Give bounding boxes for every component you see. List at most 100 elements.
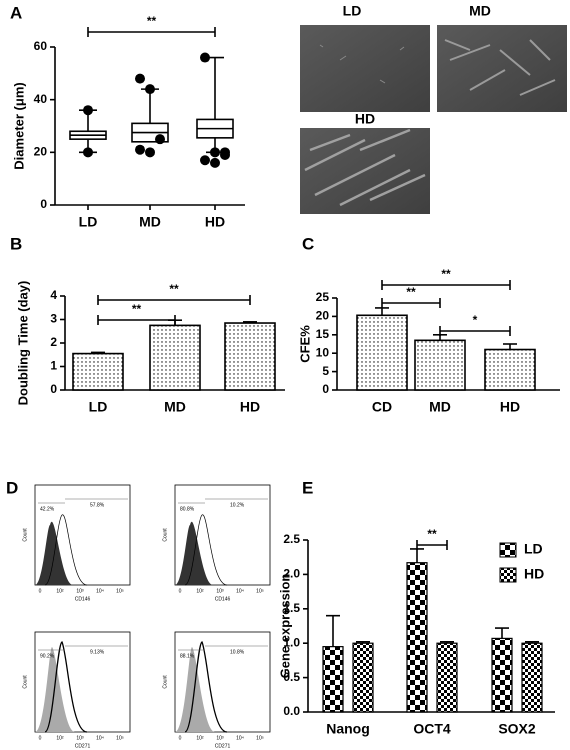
outlier — [220, 147, 230, 158]
bar — [356, 314, 408, 391]
flow-histogram-outline — [44, 641, 88, 733]
y-tick-label: 15 — [316, 327, 330, 341]
y-tick-label: 5 — [322, 364, 329, 378]
cell — [444, 39, 556, 96]
plots: A 0 20 40 60 Diameter (μm) LD MD HD ** B 0 1 2 3 4 Doubl… — [6, 3, 560, 749]
y-tick-label: 0 — [50, 382, 57, 396]
y-tick-label: 1 — [50, 359, 57, 373]
flow-tick-label: 10² — [196, 735, 204, 741]
legend-swatch — [499, 542, 517, 558]
y-tick-label: 2.5 — [283, 532, 300, 546]
outlier — [210, 157, 220, 168]
x-tick-label: HD — [205, 214, 225, 230]
x-tick-label: MD — [164, 399, 186, 415]
flow-tick-label: 10² — [196, 588, 204, 594]
outlier — [145, 84, 155, 95]
flow-histogram — [175, 521, 213, 585]
y-axis-label: Gene expression — [277, 574, 292, 679]
flow-tick-label: 10⁵ — [116, 735, 124, 741]
outlier — [200, 155, 210, 166]
flow-tick-label: 0 — [179, 735, 182, 741]
y-tick-label: 2.0 — [283, 567, 300, 581]
y-axis-label: CFE% — [297, 325, 312, 363]
x-tick-label: SOX2 — [498, 721, 536, 737]
x-tick-label: MD — [139, 214, 161, 230]
y-tick-label: 4 — [50, 288, 57, 302]
y-tick-label: 2 — [50, 335, 57, 349]
significance-label: ** — [441, 267, 451, 281]
outlier — [145, 147, 155, 158]
bar — [322, 646, 344, 713]
flow-x-label: CD146 — [215, 596, 231, 602]
flow-x-label: CD271 — [75, 743, 91, 749]
bar — [414, 339, 466, 391]
gate-label: 90.2% — [40, 653, 55, 659]
significance-label: ** — [169, 282, 179, 296]
bar — [149, 324, 201, 391]
micrograph — [437, 25, 567, 112]
flow-x-label: CD146 — [75, 596, 91, 602]
y-tick-label: 0.5 — [283, 670, 300, 684]
cell — [304, 128, 426, 207]
x-tick-label: HD — [240, 399, 260, 415]
flow-tick-label: 10² — [56, 588, 64, 594]
flow-y-label: Count — [162, 528, 168, 542]
panel-letter: E — [302, 478, 313, 497]
flow-tick-label: 10⁵ — [256, 735, 264, 741]
outlier — [155, 134, 165, 145]
micrograph — [300, 25, 430, 112]
outlier — [83, 105, 93, 116]
flow-tick-label: 10³ — [76, 588, 84, 594]
gate-label: 88.1% — [180, 653, 195, 659]
y-tick-label: 40 — [34, 92, 48, 106]
outlier — [210, 147, 220, 158]
y-tick-label: 10 — [316, 345, 330, 359]
image-label: HD — [355, 111, 375, 127]
outlier — [200, 52, 210, 63]
y-tick-label: 60 — [34, 39, 48, 53]
flow-y-label: Count — [22, 528, 28, 542]
legend-swatch — [499, 567, 517, 583]
y-tick-label: 0 — [40, 197, 47, 211]
bar — [352, 642, 374, 713]
y-tick-label: 25 — [316, 290, 330, 304]
x-tick-label: MD — [429, 399, 451, 415]
outlier — [83, 147, 93, 158]
y-tick-label: 1.5 — [283, 601, 300, 615]
gate-label: 9.13% — [90, 649, 105, 655]
gate-label: 10.2% — [230, 502, 245, 508]
x-tick-label: LD — [79, 214, 98, 230]
flow-y-label: Count — [22, 675, 28, 689]
x-tick-label: OCT4 — [413, 721, 451, 737]
flow-tick-label: 10⁴ — [236, 588, 244, 594]
bar — [406, 562, 428, 713]
y-tick-label: 0.0 — [283, 704, 300, 718]
significance-label: ** — [147, 14, 157, 28]
gate-label: 10.8% — [230, 649, 245, 655]
flow-tick-label: 10³ — [76, 735, 84, 741]
x-tick-label: HD — [500, 399, 520, 415]
bar — [521, 642, 543, 713]
flow-histogram-outline — [44, 514, 88, 586]
x-tick-label: CD — [372, 399, 392, 415]
image-label: LD — [343, 3, 362, 19]
y-tick-label: 0 — [322, 382, 329, 396]
significance-label: ** — [406, 285, 416, 299]
panel-letter: D — [6, 478, 18, 497]
significance-label: * — [473, 313, 478, 327]
y-axis-label: Doubling Time (day) — [15, 281, 30, 406]
flow-tick-label: 10⁴ — [236, 735, 244, 741]
y-axis-label: Diameter (μm) — [11, 82, 26, 169]
y-tick-label: 20 — [34, 145, 48, 159]
flow-tick-label: 0 — [39, 588, 42, 594]
bar — [436, 642, 458, 713]
panel-letter: B — [10, 234, 22, 253]
flow-histogram-outline — [184, 641, 228, 733]
panel-letter: A — [10, 3, 22, 22]
flow-tick-label: 0 — [179, 588, 182, 594]
flow-histogram — [35, 521, 73, 585]
y-tick-label: 20 — [316, 309, 330, 323]
flow-tick-label: 10⁴ — [96, 735, 104, 741]
bar — [72, 352, 124, 391]
